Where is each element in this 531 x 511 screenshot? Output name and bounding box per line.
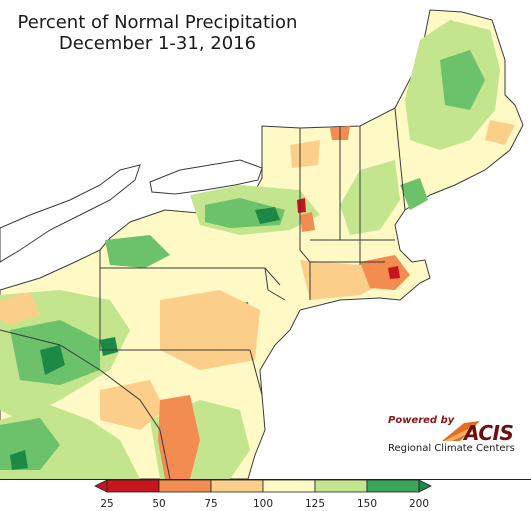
dry-areas	[158, 126, 410, 479]
legend-tick-label: 125	[304, 498, 326, 510]
rcc-label: Regional Climate Centers	[388, 443, 515, 454]
acis-wordmark: ACIS	[464, 421, 514, 445]
legend-bin	[262, 479, 316, 493]
legend-bar	[94, 479, 432, 493]
legend-tick-label: 50	[152, 498, 166, 510]
legend-high-arrow	[418, 479, 432, 493]
legend-bin	[106, 479, 160, 493]
legend-tick-label: 150	[356, 498, 378, 510]
legend-tick-label: 200	[408, 498, 430, 510]
state-borders	[0, 107, 406, 479]
acis-logo: Powered by ACIS Regional Climate Centers	[382, 413, 522, 457]
legend-bin	[366, 479, 420, 493]
acis-swoosh-icon	[442, 421, 480, 441]
legend-tick-label: 25	[100, 498, 114, 510]
legend-bin	[210, 479, 264, 493]
very-dry-areas	[297, 198, 400, 279]
map-panel: Percent of Normal Precipitation December…	[0, 9, 531, 480]
legend-bin	[314, 479, 368, 493]
lake-erie	[0, 164, 141, 263]
color-legend: 25 50 75 100 125 150 200	[0, 479, 531, 511]
legend-tick-label: 75	[204, 498, 218, 510]
legend-bin	[158, 479, 212, 493]
powered-by-label: Powered by	[388, 415, 455, 426]
legend-low-arrow	[94, 479, 108, 493]
map-title-line1: Percent of Normal Precipitation	[17, 12, 298, 33]
precipitation-map	[0, 9, 524, 479]
legend-tick-label: 100	[252, 498, 274, 510]
map-title: Percent of Normal Precipitation December…	[0, 12, 315, 54]
lake-ontario	[149, 159, 263, 195]
map-title-line2: December 1-31, 2016	[58, 33, 257, 54]
